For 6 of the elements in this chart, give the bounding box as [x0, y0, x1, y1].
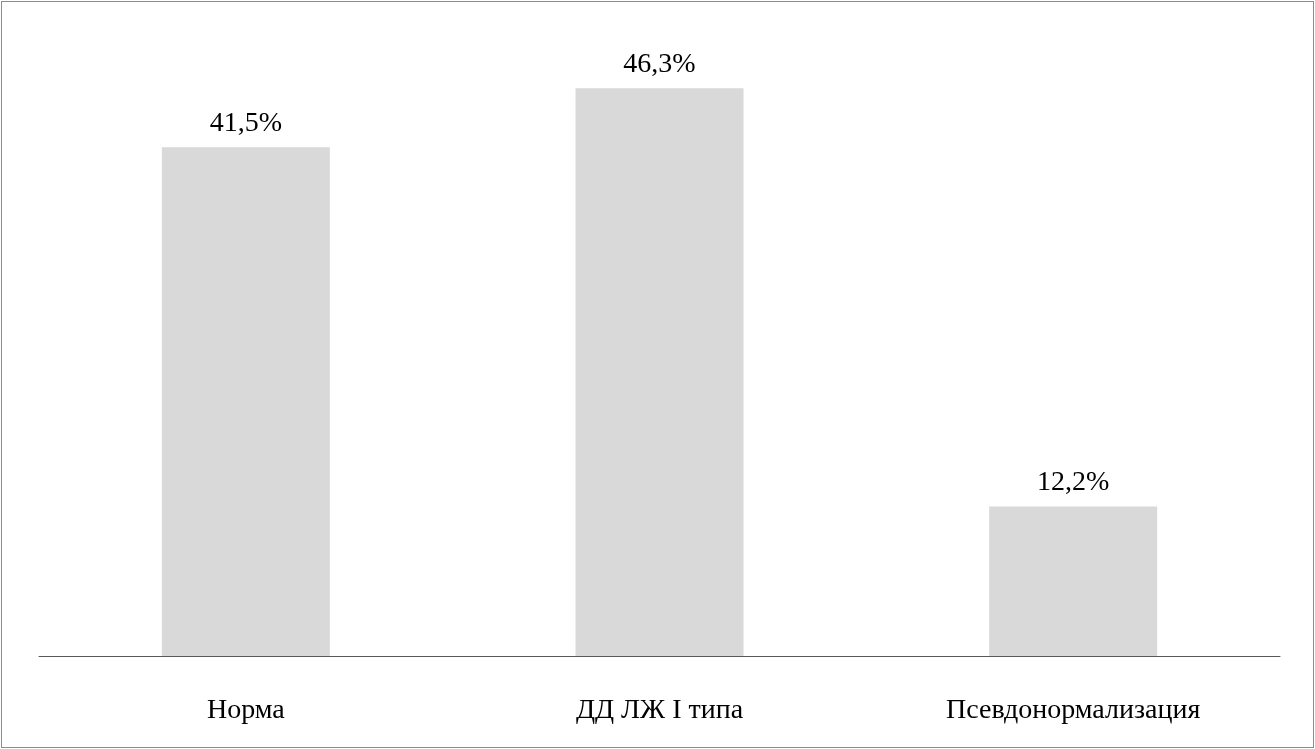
data-label: 46,3% [623, 46, 696, 78]
data-label: 41,5% [209, 105, 282, 137]
x-tick-label: Псевдонормализация [946, 692, 1201, 724]
x-tick-label: Норма [206, 692, 286, 724]
data-label: 12,2% [1037, 464, 1110, 496]
x-tick-label: ДД ЛЖ I типа [575, 692, 744, 724]
